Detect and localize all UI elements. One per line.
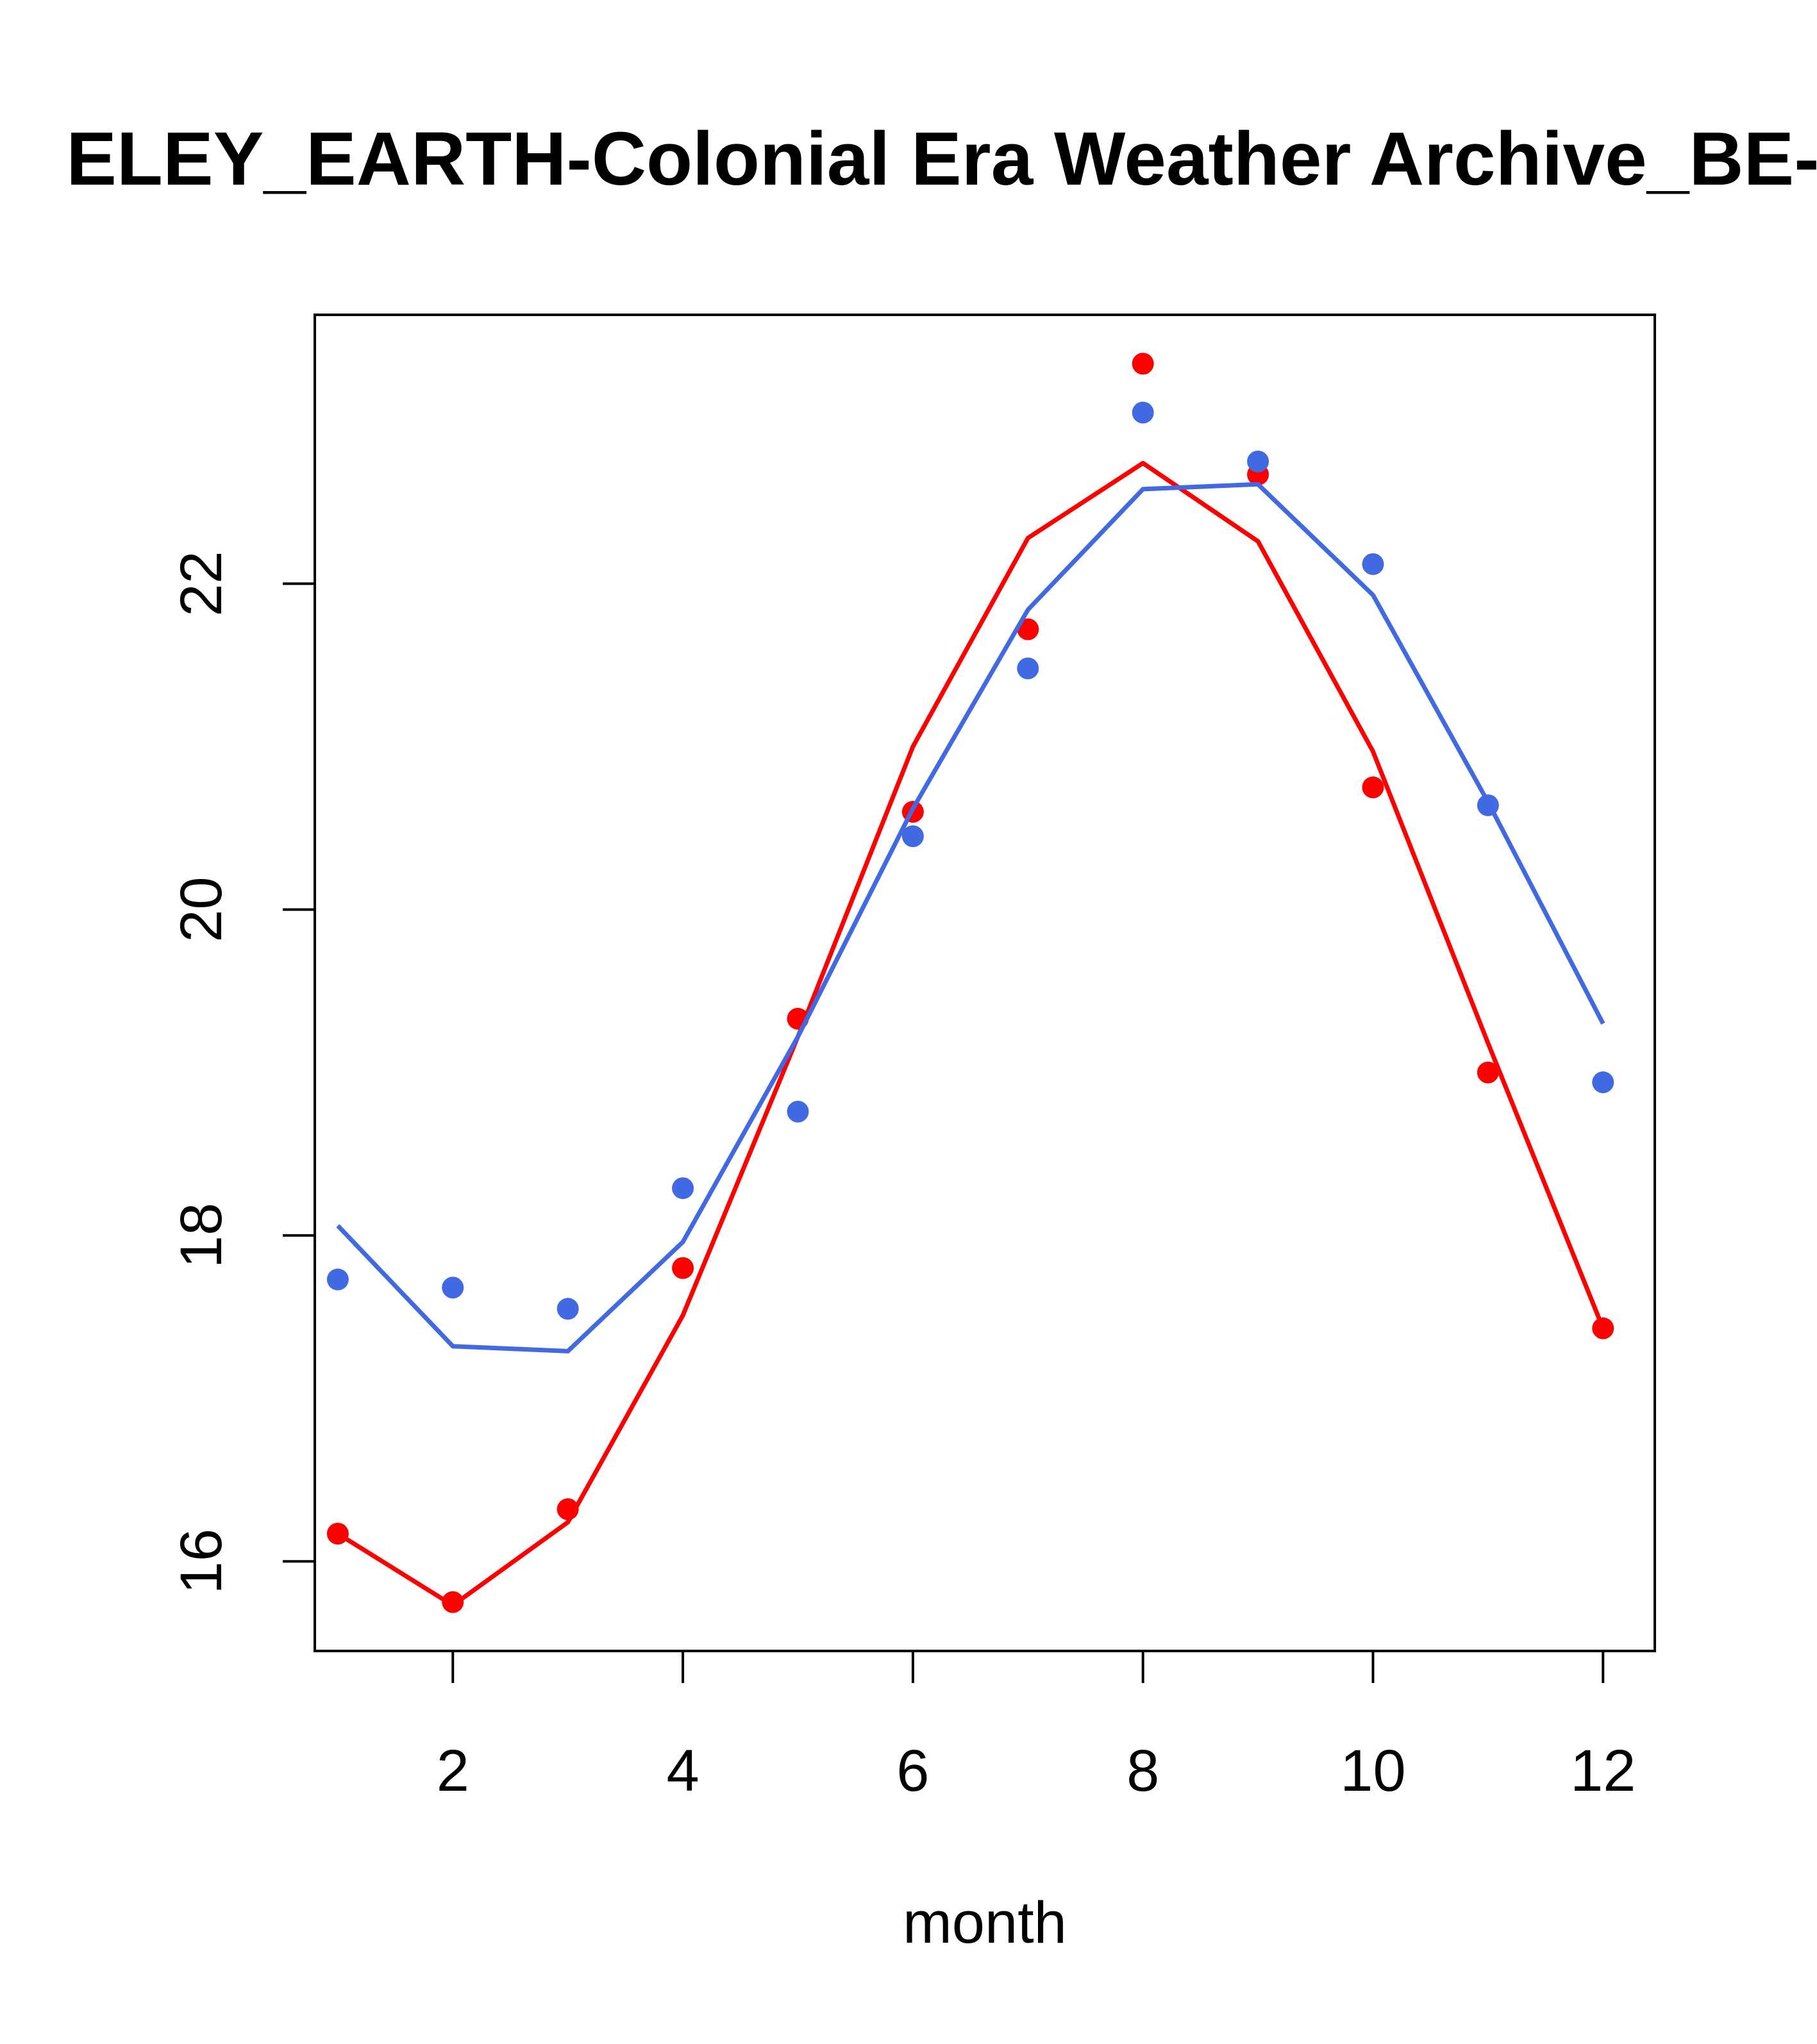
series-1-line <box>337 460 1605 1608</box>
x-tick-label: 4 <box>666 1738 699 1804</box>
x-axis-label: month <box>903 1890 1067 1956</box>
series-2-point <box>787 1100 809 1123</box>
series-2-point <box>326 1268 349 1291</box>
series-1-point <box>1017 618 1039 641</box>
series-2-point <box>1362 553 1384 575</box>
plot-frame <box>314 314 1656 1652</box>
x-tick-label: 8 <box>1126 1738 1159 1804</box>
y-tick-label: 22 <box>169 551 234 616</box>
series-1-point <box>1362 776 1384 799</box>
x-tick-label: 6 <box>896 1738 929 1804</box>
series-2-point <box>1017 657 1039 680</box>
y-tick-label: 20 <box>169 876 234 942</box>
x-tick-label: 2 <box>437 1738 469 1804</box>
series-2-point <box>1477 794 1499 816</box>
series-2-point <box>1247 450 1269 473</box>
series-2-point <box>672 1177 694 1200</box>
series-2-point <box>901 825 924 848</box>
series-1-point <box>557 1498 579 1520</box>
x-tick-label: 12 <box>1570 1738 1636 1804</box>
y-axis: 16 18 20 22 <box>169 551 316 1594</box>
series-1-point <box>442 1591 464 1613</box>
series-2-point <box>557 1298 579 1320</box>
y-tick-label: 16 <box>169 1529 234 1594</box>
series-2-point <box>1132 401 1154 424</box>
series-1-point <box>1592 1317 1614 1339</box>
y-tick-label: 18 <box>169 1203 234 1268</box>
series-2-point <box>1592 1071 1614 1094</box>
series-1-point <box>1477 1061 1499 1084</box>
chart-title: ELEY_EARTH-Colonial Era Weather Archive_… <box>66 117 1817 201</box>
series-2-point <box>442 1277 464 1299</box>
x-tick-label: 10 <box>1340 1738 1405 1804</box>
series-1-point <box>1132 353 1154 375</box>
plot-area <box>326 353 1614 1613</box>
series-2-line <box>336 482 1605 1353</box>
series-1-point <box>326 1523 349 1545</box>
series-1-point <box>672 1257 694 1279</box>
